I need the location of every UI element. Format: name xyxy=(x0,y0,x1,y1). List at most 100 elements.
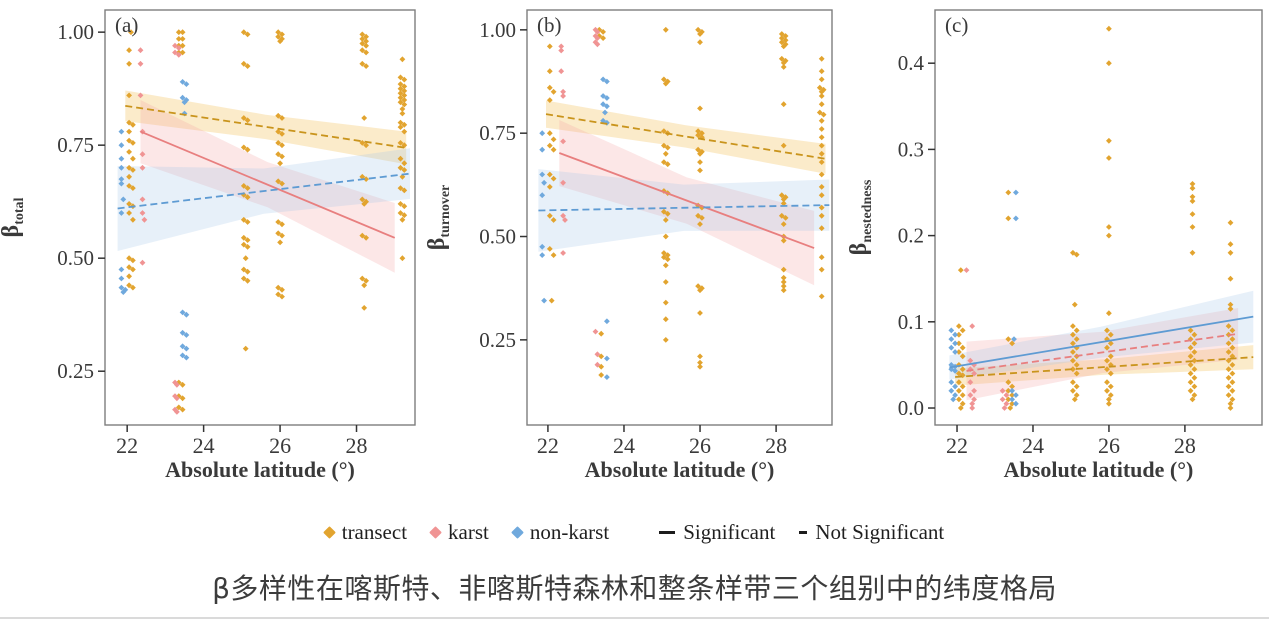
data-point xyxy=(397,99,404,106)
data-point xyxy=(604,374,610,380)
data-point xyxy=(275,140,282,146)
data-point xyxy=(126,282,132,289)
data-point xyxy=(275,230,282,237)
data-point xyxy=(959,353,966,360)
data-point xyxy=(1187,327,1194,334)
data-point xyxy=(662,279,669,285)
data-point xyxy=(130,266,136,273)
data-point xyxy=(999,387,1006,394)
data-point xyxy=(560,179,566,186)
data-point xyxy=(172,379,178,386)
axis-tick-label: 24 xyxy=(193,433,215,458)
data-point xyxy=(130,257,136,264)
legend-label-significant: Significant xyxy=(683,520,776,544)
data-point xyxy=(1225,366,1232,373)
data-point xyxy=(778,212,785,219)
data-point xyxy=(359,31,366,38)
data-point xyxy=(1005,387,1012,394)
data-point xyxy=(1005,336,1012,342)
axis-tick-label: 0.3 xyxy=(898,137,924,161)
trend-line-transect xyxy=(955,356,1254,378)
data-point xyxy=(594,361,601,368)
data-point xyxy=(695,212,701,219)
data-point xyxy=(816,109,823,116)
data-point xyxy=(948,344,955,351)
data-point xyxy=(126,92,132,99)
data-point xyxy=(780,221,787,227)
legend-label-transect: transect xyxy=(341,520,408,544)
data-point xyxy=(662,233,669,240)
data-point xyxy=(971,387,977,394)
data-point xyxy=(560,250,566,256)
data-point xyxy=(1107,370,1114,377)
data-point xyxy=(539,192,546,199)
data-point xyxy=(818,184,825,190)
data-point xyxy=(240,115,247,121)
data-point xyxy=(359,232,366,239)
data-point xyxy=(1225,392,1232,398)
data-point xyxy=(818,204,825,211)
data-point xyxy=(1107,331,1114,338)
data-point xyxy=(179,79,186,85)
confidence-band-non-karst xyxy=(949,290,1254,380)
data-point xyxy=(1011,336,1017,342)
data-point xyxy=(1073,362,1080,368)
data-point xyxy=(959,392,966,398)
data-point xyxy=(661,250,667,256)
data-point xyxy=(558,47,565,54)
data-point xyxy=(662,316,669,323)
data-point xyxy=(1191,392,1198,398)
data-point xyxy=(183,81,190,87)
axis-tick-label: 26 xyxy=(269,433,291,458)
trend-line-non-karst xyxy=(949,315,1254,369)
data-point xyxy=(361,201,368,207)
data-point xyxy=(399,106,406,112)
data-point xyxy=(699,130,705,137)
panel-border xyxy=(526,9,833,426)
data-point xyxy=(959,327,966,334)
data-point xyxy=(956,396,962,403)
data-point xyxy=(780,43,787,50)
data-point xyxy=(275,151,282,158)
data-point xyxy=(818,225,825,232)
data-point xyxy=(1227,400,1234,407)
data-point xyxy=(956,379,962,386)
data-point xyxy=(956,331,962,338)
axis-tick-label: 24 xyxy=(613,433,635,458)
data-point xyxy=(948,336,955,342)
axis-tick-label: 0.75 xyxy=(479,121,516,145)
data-point xyxy=(179,343,186,350)
data-point xyxy=(1070,349,1076,355)
data-point xyxy=(952,383,958,390)
data-point xyxy=(967,357,974,364)
data-point xyxy=(240,234,247,241)
data-point xyxy=(244,146,251,153)
data-point xyxy=(244,194,251,201)
data-point xyxy=(1189,198,1196,204)
data-point xyxy=(363,42,369,49)
data-point xyxy=(818,293,825,300)
data-point xyxy=(120,196,127,203)
data-point xyxy=(1009,340,1015,347)
data-point xyxy=(1187,344,1194,351)
data-point xyxy=(126,273,132,280)
legend-label-non-karst: non-karst xyxy=(529,520,610,544)
data-point xyxy=(130,167,136,173)
data-point xyxy=(137,92,144,99)
data-point xyxy=(279,142,285,149)
data-point xyxy=(604,355,610,362)
y-axis-label: βtotal xyxy=(0,197,27,237)
data-point xyxy=(244,219,251,225)
data-point xyxy=(363,63,369,69)
data-point xyxy=(948,327,955,334)
data-point xyxy=(240,275,247,282)
data-point xyxy=(397,90,404,97)
data-point xyxy=(1073,327,1080,334)
data-point xyxy=(126,255,132,262)
data-point xyxy=(695,283,701,289)
data-point xyxy=(952,331,958,338)
data-point xyxy=(130,121,136,128)
data-point xyxy=(118,180,125,187)
data-point xyxy=(1107,340,1114,347)
data-point xyxy=(1070,387,1076,394)
